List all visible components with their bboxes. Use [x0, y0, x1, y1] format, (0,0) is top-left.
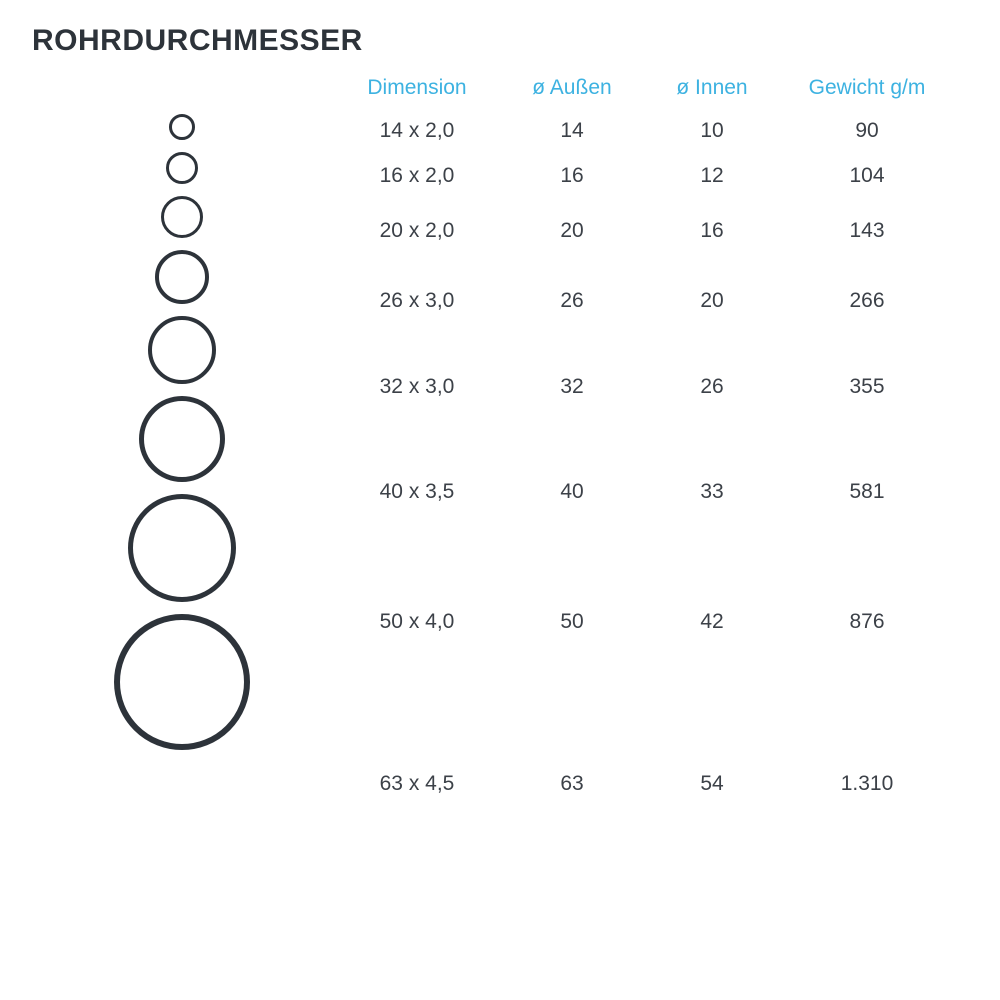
cell-inner: 42 [642, 610, 782, 634]
cell-outer: 16 [502, 164, 642, 188]
cell-dimension: 63 x 4,5 [332, 772, 502, 796]
cell-inner: 12 [642, 164, 782, 188]
pipe-circle-row [139, 390, 225, 488]
cell-dimension: 26 x 3,0 [332, 289, 502, 313]
cell-inner: 33 [642, 480, 782, 504]
cell-inner: 20 [642, 289, 782, 313]
cell-weight: 266 [782, 289, 952, 313]
col-header-outer: ø Außen [502, 76, 642, 110]
cell-dimension: 32 x 3,0 [332, 375, 502, 399]
pipe-table: Dimension ø Außen ø Innen Gewicht g/m 14… [332, 76, 968, 874]
cell-weight: 355 [782, 375, 952, 399]
pipe-circle-icon [155, 250, 209, 304]
pipe-circle-row [114, 608, 250, 756]
table-row: 14 x 2,0141090 [332, 110, 968, 152]
pipe-circle-icon [166, 152, 198, 184]
table-body: 14 x 2,014109016 x 2,0161210420 x 2,0201… [332, 110, 968, 874]
cell-dimension: 16 x 2,0 [332, 164, 502, 188]
cell-dimension: 14 x 2,0 [332, 119, 502, 143]
cell-outer: 32 [502, 375, 642, 399]
pipe-circle-icon [169, 114, 195, 140]
cell-inner: 26 [642, 375, 782, 399]
pipe-circle-icon [114, 614, 250, 750]
col-header-dimension: Dimension [332, 76, 502, 110]
content-area: Dimension ø Außen ø Innen Gewicht g/m 14… [32, 76, 968, 874]
cell-inner: 16 [642, 219, 782, 243]
cell-outer: 20 [502, 219, 642, 243]
cell-weight: 90 [782, 119, 952, 143]
pipe-circles-column [32, 76, 332, 756]
cell-outer: 50 [502, 610, 642, 634]
col-header-weight: Gewicht g/m [782, 76, 952, 110]
table-row: 16 x 2,01612104 [332, 152, 968, 200]
col-header-inner: ø Innen [642, 76, 782, 110]
cell-weight: 104 [782, 164, 952, 188]
cell-weight: 876 [782, 610, 952, 634]
cell-outer: 26 [502, 289, 642, 313]
cell-dimension: 40 x 3,5 [332, 480, 502, 504]
pipe-circle-row [161, 190, 203, 244]
cell-weight: 1.310 [782, 772, 952, 796]
table-row: 63 x 4,563541.310 [332, 694, 968, 874]
table-row: 40 x 3,54033581 [332, 434, 968, 550]
pipe-circle-icon [128, 494, 236, 602]
cell-outer: 40 [502, 480, 642, 504]
pipe-circle-row [155, 244, 209, 310]
pipe-circle-icon [148, 316, 216, 384]
cell-dimension: 50 x 4,0 [332, 610, 502, 634]
table-row: 50 x 4,05042876 [332, 550, 968, 694]
table-row: 26 x 3,02620266 [332, 262, 968, 340]
pipe-circle-icon [161, 196, 203, 238]
cell-weight: 581 [782, 480, 952, 504]
table-row: 20 x 2,02016143 [332, 200, 968, 262]
page-root: ROHRDURCHMESSER Dimension ø Außen ø Inne… [0, 0, 1000, 874]
cell-weight: 143 [782, 219, 952, 243]
pipe-circle-row [169, 108, 195, 146]
pipe-circle-icon [139, 396, 225, 482]
table-header-row: Dimension ø Außen ø Innen Gewicht g/m [332, 76, 968, 110]
cell-dimension: 20 x 2,0 [332, 219, 502, 243]
cell-inner: 54 [642, 772, 782, 796]
table-row: 32 x 3,03226355 [332, 340, 968, 434]
pipe-circle-row [128, 488, 236, 608]
page-title: ROHRDURCHMESSER [32, 24, 968, 58]
pipe-circle-row [148, 310, 216, 390]
pipe-circle-row [166, 146, 198, 190]
cell-outer: 63 [502, 772, 642, 796]
cell-inner: 10 [642, 119, 782, 143]
cell-outer: 14 [502, 119, 642, 143]
